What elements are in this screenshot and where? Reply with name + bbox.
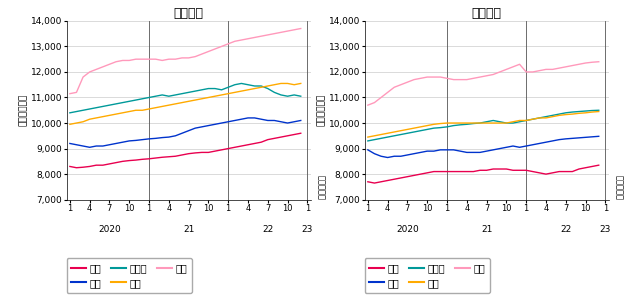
Text: （月／年）: （月／年）	[316, 175, 325, 200]
Title: 中型ビル: 中型ビル	[174, 7, 204, 20]
Text: 2020: 2020	[98, 225, 121, 234]
Text: 23: 23	[600, 225, 611, 234]
Text: 21: 21	[183, 225, 194, 234]
Text: 2020: 2020	[396, 225, 419, 234]
Legend: 札幌, 仙台, 名古屋, 大阪, 福岡: 札幌, 仙台, 名古屋, 大阪, 福岡	[365, 258, 490, 293]
Y-axis label: （円／月坤）: （円／月坤）	[317, 94, 326, 126]
Text: 22: 22	[262, 225, 273, 234]
Y-axis label: （円／月坤）: （円／月坤）	[19, 94, 28, 126]
Text: 21: 21	[481, 225, 492, 234]
Legend: 札幌, 仙台, 名古屋, 大阪, 福岡: 札幌, 仙台, 名古屋, 大阪, 福岡	[67, 258, 192, 293]
Text: （月／年）: （月／年）	[614, 175, 623, 200]
Text: 22: 22	[560, 225, 571, 234]
Text: 23: 23	[302, 225, 313, 234]
Title: 小型ビル: 小型ビル	[472, 7, 501, 20]
